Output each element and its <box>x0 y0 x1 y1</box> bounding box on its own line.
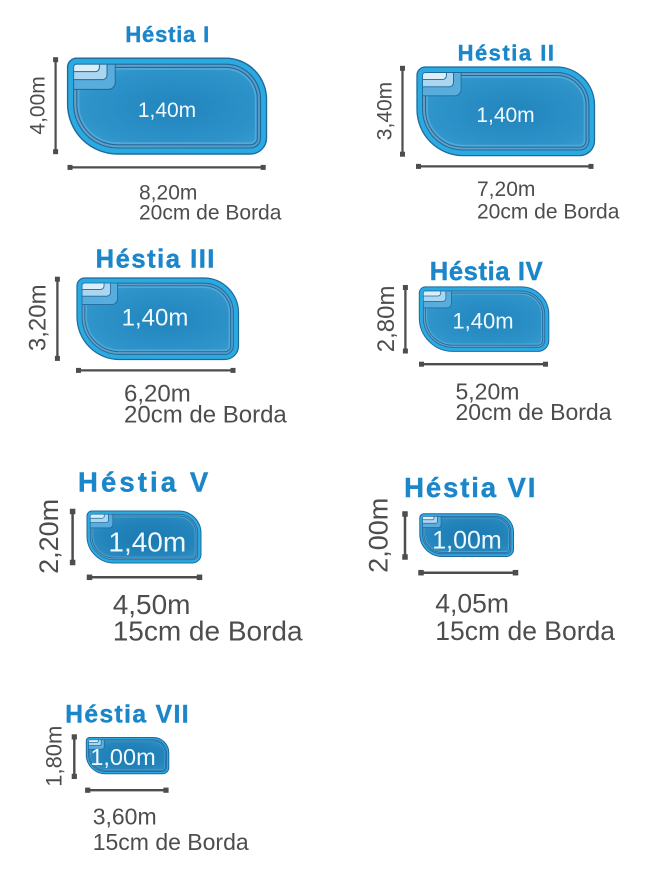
svg-text:15cm de Borda: 15cm de Borda <box>93 829 249 855</box>
svg-text:20cm de Borda: 20cm de Borda <box>456 399 612 425</box>
svg-text:20cm de Borda: 20cm de Borda <box>477 201 620 224</box>
svg-text:Héstia V: Héstia V <box>78 466 211 497</box>
svg-text:3,60m: 3,60m <box>93 803 157 829</box>
svg-text:1,40m: 1,40m <box>122 305 189 332</box>
svg-text:1,40m: 1,40m <box>476 104 534 127</box>
svg-text:3,40m: 3,40m <box>374 82 397 140</box>
svg-text:8,20m: 8,20m <box>139 182 197 205</box>
svg-text:Héstia III: Héstia III <box>96 245 216 273</box>
svg-text:4,05m: 4,05m <box>435 589 509 619</box>
svg-text:4,00m: 4,00m <box>27 76 50 134</box>
svg-text:4,50m: 4,50m <box>113 589 191 620</box>
svg-text:2,80m: 2,80m <box>373 286 400 353</box>
svg-text:1,40m: 1,40m <box>138 99 196 122</box>
svg-text:6,20m: 6,20m <box>124 381 191 408</box>
svg-text:1,40m: 1,40m <box>452 308 513 333</box>
svg-text:2,00m: 2,00m <box>364 498 394 573</box>
svg-text:Héstia I: Héstia I <box>125 22 210 47</box>
svg-text:2,20m: 2,20m <box>34 499 64 574</box>
svg-text:Héstia IV: Héstia IV <box>430 258 544 286</box>
svg-text:1,00m: 1,00m <box>432 526 501 554</box>
svg-text:Héstia VII: Héstia VII <box>65 701 190 728</box>
svg-text:Héstia VI: Héstia VI <box>404 472 537 503</box>
svg-text:Héstia II: Héstia II <box>458 41 556 66</box>
svg-text:1,80m: 1,80m <box>41 726 66 787</box>
svg-text:1,40m: 1,40m <box>108 526 186 557</box>
svg-text:15cm de Borda: 15cm de Borda <box>435 616 615 646</box>
svg-text:7,20m: 7,20m <box>477 178 535 201</box>
svg-text:5,20m: 5,20m <box>456 379 520 405</box>
svg-text:20cm de Borda: 20cm de Borda <box>139 202 282 225</box>
svg-text:20cm de Borda: 20cm de Borda <box>124 402 287 429</box>
svg-text:1,00m: 1,00m <box>90 744 155 770</box>
svg-text:15cm de Borda: 15cm de Borda <box>113 616 303 647</box>
svg-text:3,20m: 3,20m <box>24 284 51 351</box>
